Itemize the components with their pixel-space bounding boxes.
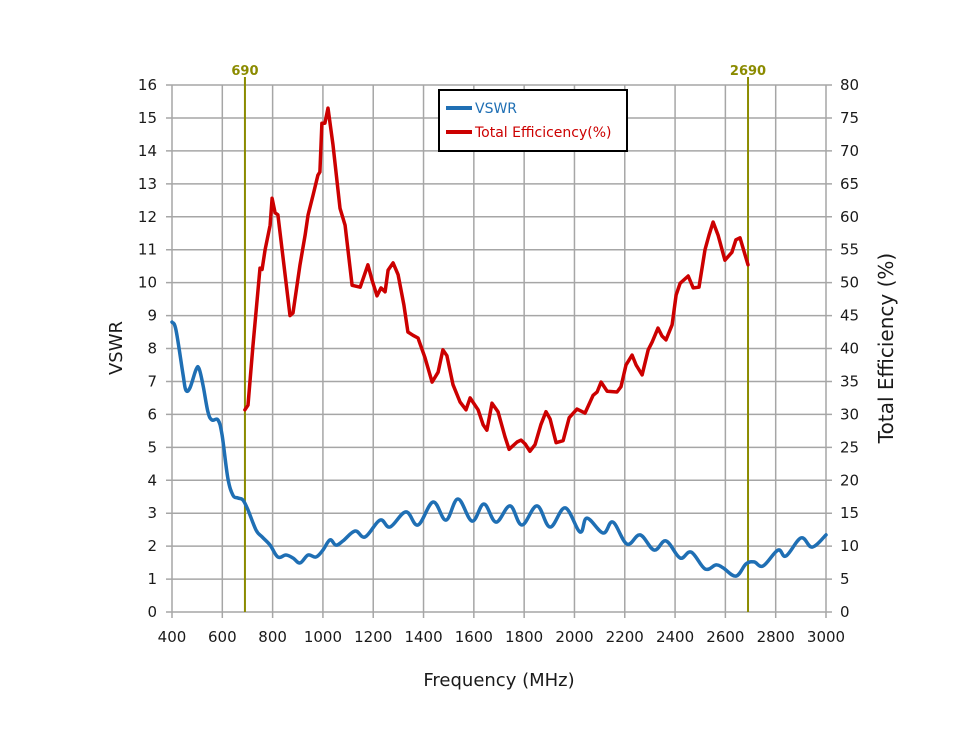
band-marker-label: 690 xyxy=(231,64,258,79)
x-tick-label: 2800 xyxy=(757,628,795,646)
series-line-efficiency xyxy=(243,106,750,454)
y-tick-label: 15 xyxy=(138,109,157,127)
legend: VSWR Total Efficicency(%) xyxy=(438,89,628,152)
x-tick-label: 2600 xyxy=(706,628,744,646)
y-tick-label: 5 xyxy=(147,438,157,456)
y2-tick-label: 0 xyxy=(840,603,850,621)
grid xyxy=(166,84,832,618)
y2-tick-label: 70 xyxy=(840,142,859,160)
y-tick-label: 2 xyxy=(147,537,157,555)
x-tick-label: 1400 xyxy=(404,628,442,646)
x-tick-label: 2200 xyxy=(606,628,644,646)
y2-tick-label: 25 xyxy=(840,438,859,456)
y-tick-label: 16 xyxy=(138,76,157,94)
y2-tick-label: 35 xyxy=(840,372,859,390)
y2-tick-label: 60 xyxy=(840,208,859,226)
y-tick-label: 3 xyxy=(147,504,157,522)
y2-tick-label: 5 xyxy=(840,570,850,588)
y2-tick-label: 15 xyxy=(840,504,859,522)
y-tick-label: 13 xyxy=(138,175,157,193)
y-tick-label: 8 xyxy=(147,340,157,358)
y-tick-label: 11 xyxy=(138,241,157,259)
y-tick-label: 9 xyxy=(147,307,157,325)
series xyxy=(170,106,828,578)
y-tick-label: 7 xyxy=(147,372,157,390)
series-line-vswr xyxy=(170,320,828,578)
y2-tick-label: 20 xyxy=(840,471,859,489)
x-tick-label: 2000 xyxy=(555,628,593,646)
y2-tick-label: 40 xyxy=(840,340,859,358)
x-tick-label: 800 xyxy=(258,628,287,646)
y2-tick-label: 10 xyxy=(840,537,859,555)
y2-tick-label: 80 xyxy=(840,76,859,94)
y-axis-title: VSWR xyxy=(106,321,127,375)
x-tick-label: 3000 xyxy=(807,628,845,646)
y-tick-label: 6 xyxy=(147,405,157,423)
y-tick-label: 12 xyxy=(138,208,157,226)
legend-label-efficiency: Total Efficicency(%) xyxy=(474,125,612,141)
y-tick-label: 0 xyxy=(147,603,157,621)
y-tick-label: 1 xyxy=(147,570,157,588)
y2-tick-label: 55 xyxy=(840,241,859,259)
y2-tick-label: 30 xyxy=(840,405,859,423)
x-tick-label: 600 xyxy=(208,628,237,646)
y2-axis-title: Total Efficiency (%) xyxy=(874,253,898,444)
legend-box xyxy=(438,89,628,152)
x-tick-label: 1200 xyxy=(354,628,392,646)
y-tick-label: 10 xyxy=(138,274,157,292)
legend-label-vswr: VSWR xyxy=(475,101,517,117)
x-axis-title: Frequency (MHz) xyxy=(423,670,574,691)
y-tick-label: 4 xyxy=(147,471,157,489)
y2-tick-label: 75 xyxy=(840,109,859,127)
x-tick-label: 2400 xyxy=(656,628,694,646)
x-tick-label: 400 xyxy=(158,628,187,646)
frequency-markers: 690 2690 xyxy=(231,64,766,612)
x-tick-label: 1000 xyxy=(304,628,342,646)
y2-tick-label: 45 xyxy=(840,307,859,325)
band-marker-label: 2690 xyxy=(730,64,766,79)
x-tick-label: 1600 xyxy=(455,628,493,646)
y2-tick-label: 65 xyxy=(840,175,859,193)
y2-tick-label: 50 xyxy=(840,274,859,292)
y-tick-label: 14 xyxy=(138,142,157,160)
x-tick-label: 1800 xyxy=(505,628,543,646)
